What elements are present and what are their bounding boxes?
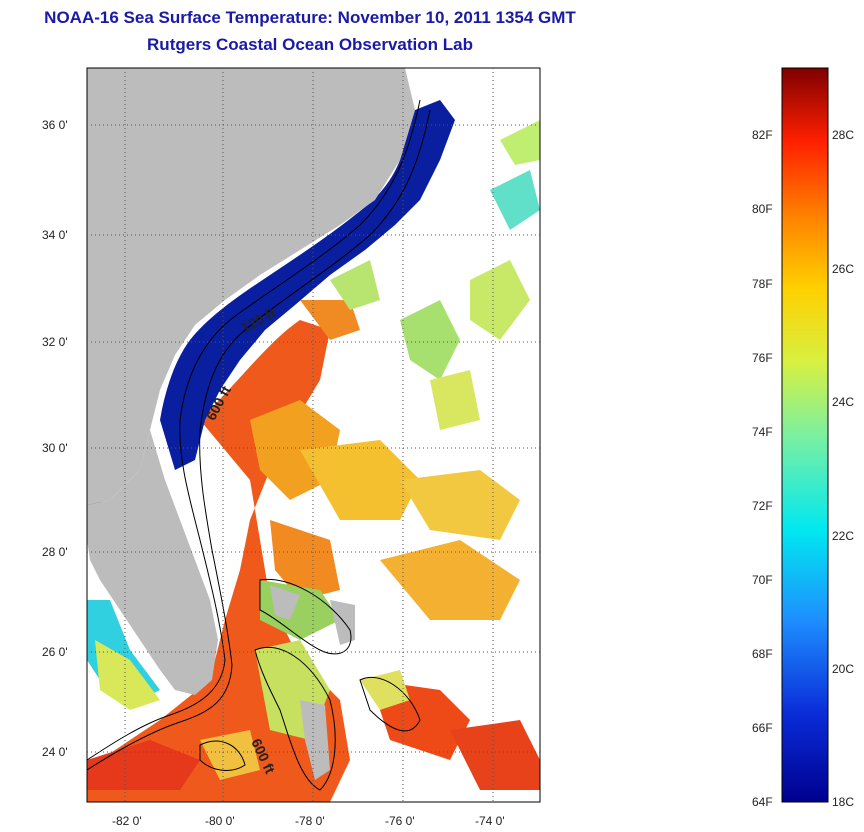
- longitude-label: -82 0': [112, 814, 142, 828]
- colorbar-f-label: 78F: [752, 277, 773, 291]
- colorbar-f-label: 64F: [752, 795, 773, 809]
- colorbar-c-label: 24C: [832, 395, 855, 409]
- map-subtitle: Rutgers Coastal Ocean Observation Lab: [147, 35, 473, 54]
- colorbar-c-label: 18C: [832, 795, 855, 809]
- latitude-label: 30 0': [42, 441, 68, 455]
- colorbar-f-label: 74F: [752, 425, 773, 439]
- colorbar-f-label: 66F: [752, 721, 773, 735]
- isobath-contours: [87, 99, 431, 791]
- latitude-label: 26 0': [42, 645, 68, 659]
- land-bahamas-a: [270, 585, 300, 620]
- colorbar-f-label: 68F: [752, 647, 773, 661]
- sst-warm-water: [87, 300, 540, 802]
- latitude-label: 34 0': [42, 228, 68, 242]
- longitude-label: -80 0': [205, 814, 235, 828]
- colorbar-f-label: 80F: [752, 202, 773, 216]
- colorbar-c-label: 20C: [832, 662, 855, 676]
- colorbar-f-label: 72F: [752, 499, 773, 513]
- latitude-label: 32 0': [42, 335, 68, 349]
- colorbar-f-label: 82F: [752, 128, 773, 142]
- longitude-label: -74 0': [475, 814, 505, 828]
- longitude-label: -78 0': [295, 814, 325, 828]
- colorbar: [781, 67, 829, 803]
- colorbar-c-label: 22C: [832, 529, 855, 543]
- latitude-label: 28 0': [42, 545, 68, 559]
- sst-offshore-patches: [330, 120, 540, 430]
- land-bahamas-c: [330, 600, 355, 645]
- colorbar-f-label: 70F: [752, 573, 773, 587]
- land-mainland: [87, 68, 415, 505]
- latitude-label: 24 0': [42, 745, 68, 759]
- longitude-label: -76 0': [385, 814, 415, 828]
- latitude-label: 36 0': [42, 118, 68, 132]
- colorbar-c-label: 28C: [832, 128, 855, 142]
- colorbar-f-label: 76F: [752, 351, 773, 365]
- map-title: NOAA-16 Sea Surface Temperature: Novembe…: [44, 8, 576, 27]
- colorbar-c-label: 26C: [832, 262, 855, 276]
- land-florida: [87, 430, 218, 695]
- land-bahamas-b: [300, 700, 330, 780]
